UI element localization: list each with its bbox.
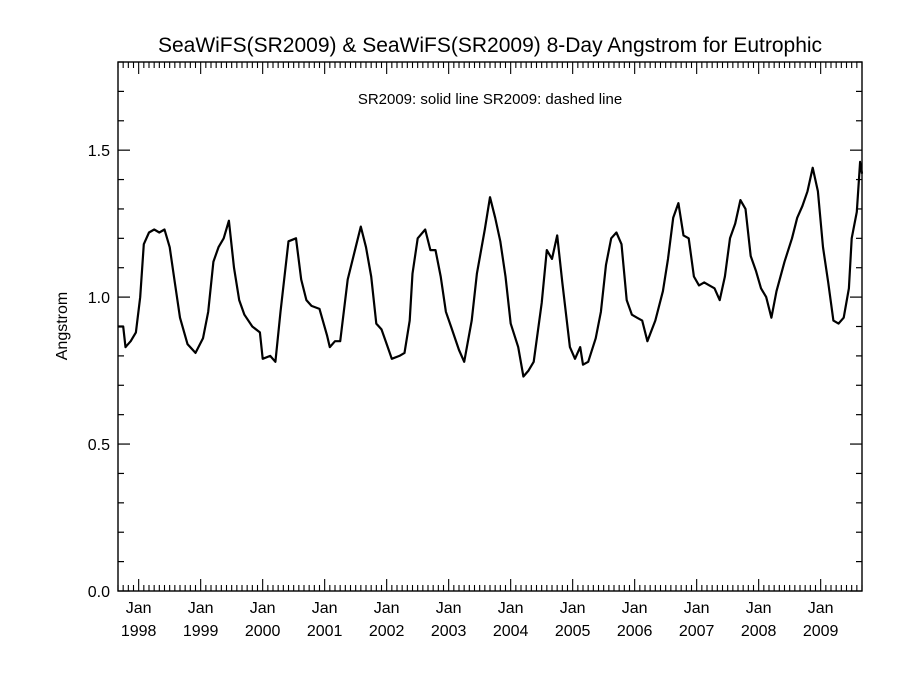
- series-layer: [118, 160, 864, 378]
- x-tick-year-label: 2001: [307, 623, 343, 640]
- x-tick-month-label: Jan: [684, 600, 710, 617]
- x-tick-month-label: Jan: [622, 600, 648, 617]
- chart-legend-text: SR2009: solid line SR2009: dashed line: [358, 91, 622, 108]
- x-tick-month-label: Jan: [498, 600, 524, 617]
- y-tick-label: 1.5: [88, 143, 110, 160]
- x-tick-month-label: Jan: [188, 600, 214, 617]
- x-tick-year-label: 2000: [245, 623, 281, 640]
- x-tick-year-label: 1999: [183, 623, 219, 640]
- x-tick-month-label: Jan: [312, 600, 338, 617]
- x-tick-year-label: 2004: [493, 623, 529, 640]
- x-tick-month-label: Jan: [126, 600, 152, 617]
- series-line: [118, 160, 864, 378]
- x-tick-year-label: 2006: [617, 623, 653, 640]
- x-tick-month-label: Jan: [436, 600, 462, 617]
- x-tick-year-label: 2005: [555, 623, 591, 640]
- x-tick-year-label: 2007: [679, 623, 715, 640]
- x-tick-year-label: 2008: [741, 623, 777, 640]
- plot-frame: [117, 61, 863, 592]
- x-tick-month-label: Jan: [250, 600, 276, 617]
- x-tick-year-label: 2009: [803, 623, 839, 640]
- y-tick-label: 1.0: [88, 290, 110, 307]
- x-tick-month-label: Jan: [560, 600, 586, 617]
- y-axis-label: Angstrom: [54, 292, 71, 360]
- y-tick-label: 0.0: [88, 584, 110, 601]
- x-tick-month-label: Jan: [746, 600, 772, 617]
- x-tick-month-label: Jan: [374, 600, 400, 617]
- x-axis-ticks: Jan 1998 Jan 1999 Jan 2000 Jan 2001 Jan 2002 Jan 20…: [117, 62, 863, 640]
- x-tick-year-label: 2003: [431, 623, 467, 640]
- x-tick-year-label: 2002: [369, 623, 405, 640]
- x-tick-year-label: 1998: [121, 623, 157, 640]
- chart-title: SeaWiFS(SR2009) & SeaWiFS(SR2009) 8-Day …: [158, 34, 822, 57]
- y-tick-label: 0.5: [88, 437, 110, 454]
- x-tick-month-label: Jan: [808, 600, 834, 617]
